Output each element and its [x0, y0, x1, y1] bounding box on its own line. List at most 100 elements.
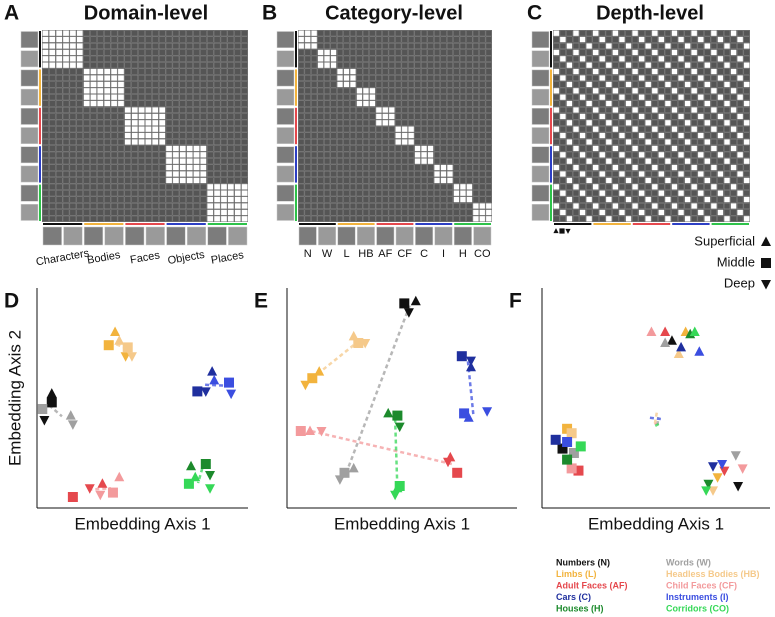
- matrix-cell: [723, 106, 731, 113]
- matrix-cell: [298, 138, 305, 145]
- matrix-cell: [42, 119, 49, 126]
- matrix-cell: [337, 119, 344, 126]
- matrix-cell: [356, 151, 363, 158]
- matrix-cell: [401, 209, 408, 216]
- matrix-cell: [97, 151, 104, 158]
- matrix-cell: [298, 30, 305, 37]
- centroid-link: [88, 486, 111, 491]
- matrix-cell: [62, 164, 70, 171]
- matrix-cell: [369, 170, 376, 177]
- matrix-cell: [172, 215, 180, 222]
- matrix-cell: [117, 196, 125, 203]
- matrix-cell: [651, 132, 658, 139]
- matrix-cell: [485, 190, 492, 197]
- matrix-cell: [234, 215, 241, 222]
- matrix-cell: [186, 30, 193, 37]
- matrix-cell: [453, 36, 460, 43]
- matrix-bg: [553, 30, 750, 222]
- matrix-cell: [103, 158, 111, 165]
- matrix-cell: [375, 113, 382, 120]
- matrix-cell: [356, 183, 363, 190]
- matrix-cell: [152, 196, 159, 203]
- matrix-cell: [337, 151, 344, 158]
- matrix-cell: [710, 36, 717, 43]
- matrix-cell: [234, 196, 241, 203]
- matrix-cell: [138, 55, 145, 62]
- matrix-cell: [586, 158, 593, 165]
- matrix-cell: [401, 151, 408, 158]
- matrix-cell: [227, 81, 235, 88]
- matrix-cell: [179, 74, 187, 81]
- matrix-cell: [356, 81, 363, 88]
- matrix-cell: [691, 126, 698, 133]
- matrix-cell: [559, 81, 566, 88]
- matrix-cell: [324, 151, 331, 158]
- matrix-cell: [566, 126, 573, 133]
- matrix-cell: [97, 100, 104, 107]
- matrix-cell: [737, 126, 744, 133]
- stimulus-thumbnail: [20, 184, 39, 202]
- matrix-cell: [97, 170, 104, 177]
- stimulus-thumbnail: [186, 226, 207, 246]
- matrix-cell: [743, 49, 750, 56]
- matrix-cell: [638, 126, 645, 133]
- matrix-cell: [90, 55, 97, 62]
- marker-triangle-down: [717, 460, 728, 470]
- matrix-cell: [343, 113, 350, 120]
- matrix-cell: [158, 87, 166, 94]
- matrix-cell: [124, 183, 132, 190]
- matrix-cell: [131, 68, 138, 75]
- matrix-cell: [651, 74, 658, 81]
- matrix-cell: [200, 158, 207, 165]
- matrix-cell: [579, 190, 586, 197]
- matrix-cell: [124, 62, 132, 69]
- matrix-cell: [55, 215, 63, 222]
- matrix-cell: [117, 87, 125, 94]
- matrix-cell: [206, 183, 214, 190]
- matrix-cell: [408, 215, 415, 222]
- matrix-cell: [559, 68, 566, 75]
- matrix-cell: [158, 196, 166, 203]
- matrix-cell: [625, 106, 632, 113]
- matrix-cell: [421, 202, 428, 209]
- matrix-cell: [408, 158, 415, 165]
- matrix-cell: [638, 183, 645, 190]
- matrix-cell: [664, 113, 671, 120]
- matrix-cell: [55, 74, 63, 81]
- matrix-cell: [110, 158, 118, 165]
- matrix-cell: [427, 62, 434, 69]
- matrix-cell: [472, 119, 479, 126]
- matrix-cell: [618, 209, 626, 216]
- matrix-cell: [186, 138, 193, 145]
- matrix-cell: [227, 215, 235, 222]
- matrix-cell: [298, 43, 305, 50]
- marker-square: [562, 437, 573, 447]
- matrix-cell: [485, 164, 492, 171]
- matrix-cell: [677, 151, 685, 158]
- matrix-cell: [434, 126, 441, 133]
- matrix-cell: [710, 132, 717, 139]
- matrix-cell: [103, 177, 111, 184]
- matrix-cell: [572, 87, 580, 94]
- matrix-cell: [401, 106, 408, 113]
- matrix-cell: [69, 158, 77, 165]
- marker-square: [107, 487, 118, 498]
- matrix-cell: [337, 164, 344, 171]
- matrix-cell: [618, 170, 626, 177]
- matrix-cell: [97, 68, 104, 75]
- matrix-cell: [697, 100, 704, 107]
- matrix-cell: [414, 151, 421, 158]
- matrix-cell: [69, 145, 77, 152]
- matrix-cell: [645, 183, 652, 190]
- matrix-cell: [324, 202, 331, 209]
- matrix-cell: [592, 55, 599, 62]
- matrix-cell: [193, 145, 200, 152]
- matrix-cell: [466, 87, 473, 94]
- matrix-cell: [330, 145, 337, 152]
- matrix-cell: [618, 94, 626, 101]
- matrix-cell: [730, 68, 737, 75]
- matrix-cell: [599, 68, 606, 75]
- matrix-cell: [434, 151, 441, 158]
- matrix-cell: [586, 81, 593, 88]
- panel-letter: B: [262, 2, 277, 25]
